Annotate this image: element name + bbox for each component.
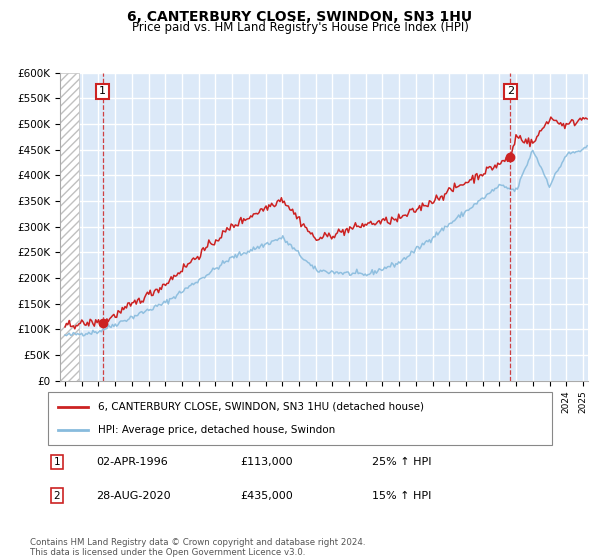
Text: 6, CANTERBURY CLOSE, SWINDON, SN3 1HU: 6, CANTERBURY CLOSE, SWINDON, SN3 1HU: [127, 10, 473, 24]
Bar: [60, 73, 79, 381]
Text: 2: 2: [507, 86, 514, 96]
Text: £113,000: £113,000: [240, 457, 293, 467]
Text: 02-APR-1996: 02-APR-1996: [96, 457, 168, 467]
Text: 25% ↑ HPI: 25% ↑ HPI: [372, 457, 431, 467]
Text: 2: 2: [53, 491, 61, 501]
FancyBboxPatch shape: [48, 392, 552, 445]
Text: 15% ↑ HPI: 15% ↑ HPI: [372, 491, 431, 501]
Text: 1: 1: [53, 457, 61, 467]
Text: 6, CANTERBURY CLOSE, SWINDON, SN3 1HU (detached house): 6, CANTERBURY CLOSE, SWINDON, SN3 1HU (d…: [98, 402, 424, 412]
Text: Price paid vs. HM Land Registry's House Price Index (HPI): Price paid vs. HM Land Registry's House …: [131, 21, 469, 34]
Text: 1: 1: [99, 86, 106, 96]
Text: Contains HM Land Registry data © Crown copyright and database right 2024.
This d: Contains HM Land Registry data © Crown c…: [30, 538, 365, 557]
Text: HPI: Average price, detached house, Swindon: HPI: Average price, detached house, Swin…: [98, 425, 335, 435]
Text: 28-AUG-2020: 28-AUG-2020: [96, 491, 170, 501]
Text: £435,000: £435,000: [240, 491, 293, 501]
